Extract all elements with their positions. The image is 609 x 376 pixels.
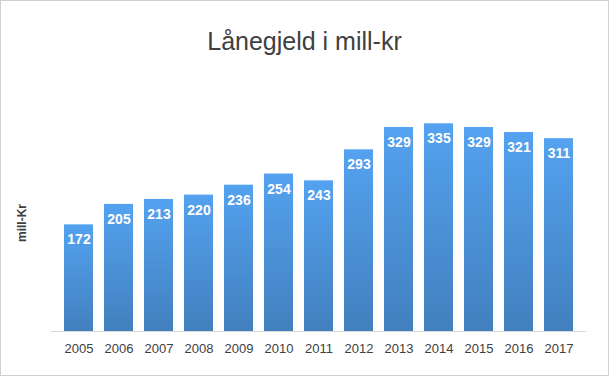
svg-text:205: 205 [107, 211, 131, 227]
svg-text:2011: 2011 [305, 341, 333, 356]
svg-text:2014: 2014 [425, 341, 454, 356]
svg-text:172: 172 [67, 231, 91, 247]
svg-text:220: 220 [187, 202, 211, 218]
svg-text:254: 254 [267, 181, 291, 197]
svg-text:2006: 2006 [105, 341, 134, 356]
svg-text:293: 293 [347, 156, 371, 172]
svg-text:243: 243 [307, 187, 331, 203]
svg-text:2008: 2008 [185, 341, 214, 356]
svg-text:213: 213 [147, 206, 171, 222]
svg-text:2015: 2015 [465, 341, 494, 356]
svg-text:335: 335 [427, 130, 451, 146]
svg-text:2007: 2007 [145, 341, 174, 356]
svg-text:329: 329 [467, 134, 491, 150]
svg-text:2010: 2010 [265, 341, 294, 356]
svg-text:2012: 2012 [345, 341, 374, 356]
svg-text:2005: 2005 [65, 341, 94, 356]
svg-text:2013: 2013 [385, 341, 414, 356]
svg-text:2009: 2009 [225, 341, 254, 356]
svg-text:329: 329 [387, 134, 411, 150]
svg-text:321: 321 [507, 139, 531, 155]
svg-text:2017: 2017 [545, 341, 574, 356]
html-text:Lånegjeld i mill-kr: Lånegjeld i mill-kr [207, 27, 402, 55]
svg-text:2016: 2016 [505, 341, 534, 356]
svg-text:311: 311 [548, 145, 571, 161]
svg-text:mill-Kr: mill-Kr [15, 204, 29, 242]
svg-text:236: 236 [227, 192, 251, 208]
